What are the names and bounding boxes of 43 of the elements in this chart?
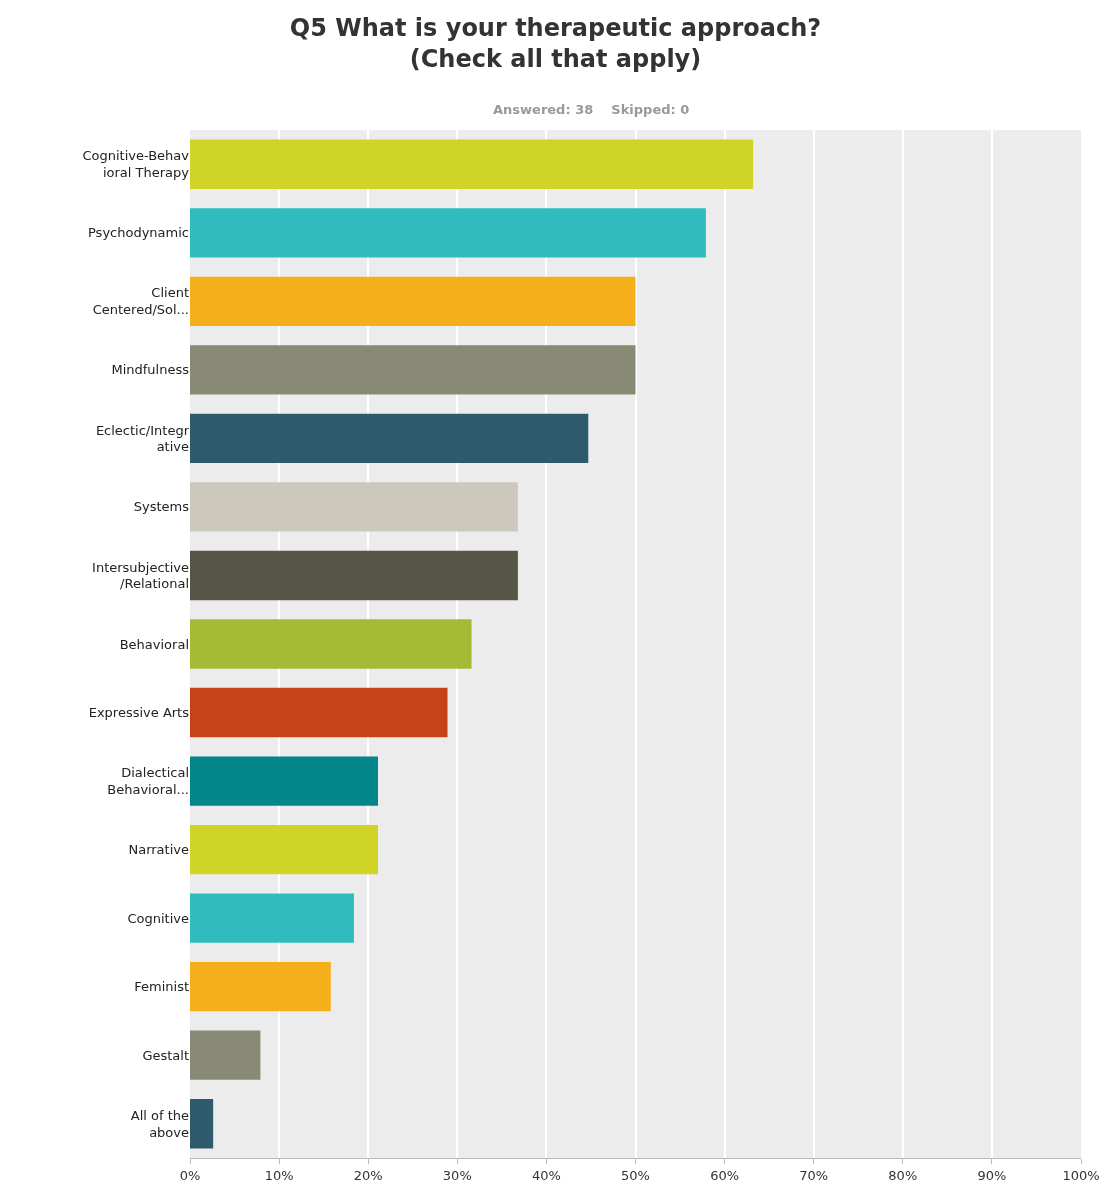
- bar: [190, 208, 706, 258]
- x-tick-label: 10%: [264, 1167, 294, 1183]
- bar: [190, 482, 518, 532]
- x-tick-label: 30%: [442, 1167, 472, 1183]
- x-tick-label: 100%: [1062, 1167, 1100, 1183]
- y-tick-label: Cognitive-Behav ioral Therapy: [82, 148, 190, 181]
- bar: [190, 824, 378, 875]
- y-tick-label: Client Centered/Sol...: [92, 285, 189, 318]
- y-tick-label: Cognitive: [127, 910, 189, 926]
- bar: [190, 961, 331, 1012]
- x-tick-label: 90%: [977, 1167, 1007, 1183]
- y-tick-label: Feminist: [134, 979, 189, 995]
- y-tick-label: Psychodynamic: [88, 225, 189, 241]
- bar: [190, 139, 754, 189]
- bar: [190, 550, 518, 601]
- y-tick-label: All of the above: [130, 1107, 189, 1140]
- y-tick-label: Mindfulness: [111, 362, 190, 378]
- y-tick-label: Gestalt: [142, 1047, 189, 1063]
- y-tick-label: Dialectical Behavioral...: [107, 765, 189, 798]
- x-tick-label: 70%: [799, 1167, 829, 1183]
- x-tick-label: 50%: [621, 1167, 650, 1183]
- x-tick-label: 0%: [179, 1167, 201, 1183]
- chart-subtitle: Answered: 38 Skipped: 0: [493, 102, 690, 117]
- bar: [190, 1099, 214, 1149]
- x-tick-label: 40%: [531, 1167, 561, 1183]
- bar: [190, 345, 636, 395]
- y-tick-label: Systems: [133, 499, 190, 515]
- x-tick-label: 60%: [710, 1167, 740, 1183]
- bar: [190, 619, 472, 669]
- bar: [190, 893, 354, 943]
- y-tick-label: Intersubjective /Relational: [92, 559, 189, 592]
- y-tick-label: Eclectic/Integr ative: [95, 422, 190, 455]
- x-tick-label: 80%: [888, 1167, 918, 1183]
- bar: [190, 756, 378, 806]
- bar: [190, 413, 589, 464]
- bar: [190, 1030, 261, 1080]
- x-tick-label: 20%: [353, 1167, 383, 1183]
- bar: [190, 687, 448, 738]
- y-tick-label: Narrative: [128, 842, 189, 858]
- y-tick-label: Behavioral: [119, 636, 189, 652]
- bar: [190, 276, 636, 327]
- chart-title: Q5 What is your therapeutic approach? (Check all that apply): [289, 13, 822, 74]
- y-tick-label: Expressive Arts: [88, 705, 190, 721]
